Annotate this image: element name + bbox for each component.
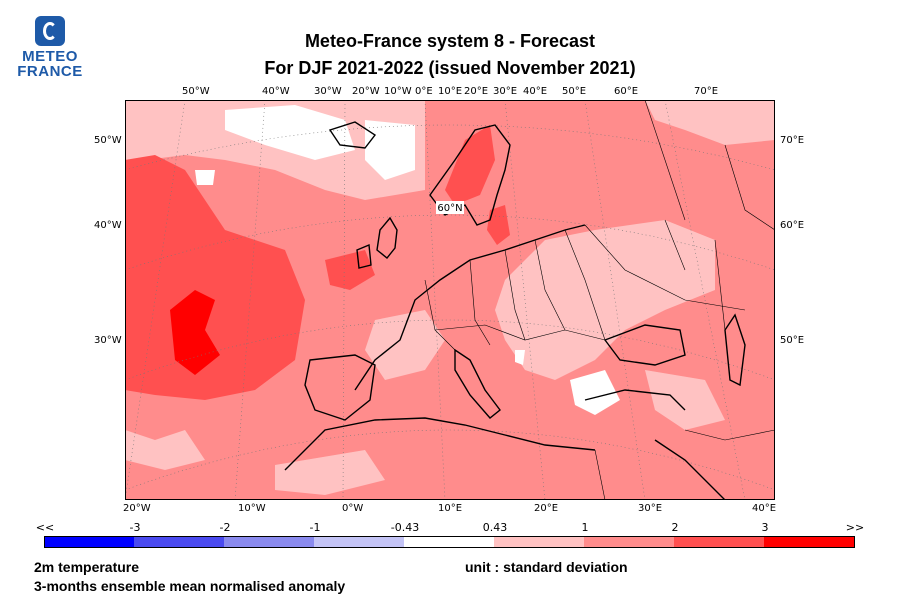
anomaly-region-043-1 — [275, 450, 385, 495]
colorbar-label: -2 — [219, 521, 231, 534]
anomaly-region-043-1 — [645, 370, 725, 430]
colorbar-label: -3 — [129, 521, 141, 534]
right-lon-label: 50°E — [780, 335, 805, 346]
anomaly-region-neutral — [570, 370, 620, 415]
top-lon-label: 10°W — [384, 86, 412, 97]
top-lon-label: 30°E — [493, 86, 518, 97]
top-lon-label: 50°W — [182, 86, 210, 97]
colorbar-frame — [44, 536, 855, 548]
anomaly-region-neutral — [365, 120, 415, 180]
bottom-lon-label: 10°E — [438, 503, 463, 514]
colorbar-segment-6 — [494, 536, 584, 548]
colorbar-segment-8 — [674, 536, 764, 548]
left-lon-label: 40°W — [94, 220, 122, 231]
colorbar-segment-9 — [764, 536, 854, 548]
top-lon-label: 50°E — [562, 86, 587, 97]
colorbar-segment-4 — [314, 536, 404, 548]
colorbar-label: << — [35, 521, 55, 534]
left-lon-label: 30°W — [94, 335, 122, 346]
top-lon-label: 30°W — [314, 86, 342, 97]
map-frame — [125, 100, 775, 500]
anomaly-region-043-1 — [645, 100, 775, 145]
bottom-lon-label: 20°E — [534, 503, 559, 514]
colorbar-label: 3 — [761, 521, 769, 534]
top-lon-label: 40°E — [523, 86, 548, 97]
anomaly-region-043-1 — [495, 220, 715, 380]
bottom-lon-label: 10°W — [238, 503, 266, 514]
graticule — [125, 100, 775, 500]
meteo-france-logo-mark — [35, 16, 65, 46]
colorbar-label: -1 — [309, 521, 321, 534]
meteo-france-logo: METEO FRANCE — [14, 16, 86, 79]
anomaly-region-043-1 — [125, 100, 425, 200]
bottom-lon-label: 30°E — [638, 503, 663, 514]
coastlines — [284, 121, 746, 500]
left-lon-label: 50°W — [94, 135, 122, 146]
colorbar-segment-7 — [584, 536, 674, 548]
anomaly-region-neutral — [225, 105, 355, 160]
colorbar-segment-1 — [44, 536, 134, 548]
colorbar-label: 1 — [581, 521, 589, 534]
anomaly-region-2-3 — [325, 250, 375, 290]
anomaly-region-2-3 — [445, 125, 495, 205]
right-lon-label: 60°E — [780, 220, 805, 231]
logo-text-2: FRANCE — [17, 63, 83, 80]
bottom-lon-label: 0°W — [342, 503, 364, 514]
top-lon-label: 70°E — [694, 86, 719, 97]
title-line-2: For DJF 2021-2022 (issued November 2021) — [264, 58, 636, 78]
top-lon-label: 60°E — [614, 86, 639, 97]
top-lon-label: 20°W — [352, 86, 380, 97]
colorbar-segment-2 — [134, 536, 224, 548]
bottom-lon-label: 40°E — [752, 503, 777, 514]
title-line-1: Meteo-France system 8 - Forecast — [304, 31, 596, 51]
top-lon-label: 20°E — [464, 86, 489, 97]
anomaly-region-2-3 — [125, 155, 305, 400]
inner-lat-label: 60°N — [437, 203, 462, 214]
right-lon-label: 70°E — [780, 135, 805, 146]
unit-label: unit : standard deviation — [465, 559, 628, 575]
top-lon-label: 40°W — [262, 86, 290, 97]
top-lon-label: 0°E — [415, 86, 433, 97]
colorbar-segment-5 — [404, 536, 494, 548]
anomaly-map: 60°N — [125, 100, 775, 500]
bottom-lon-label: 20°W — [123, 503, 151, 514]
logo-text-1: METEO — [22, 48, 78, 65]
anomaly-region-neutral — [195, 170, 215, 185]
anomaly-region-neutral — [515, 350, 525, 365]
variable-label: 2m temperature — [34, 559, 140, 575]
country-borders — [424, 100, 775, 500]
colorbar-segment-3 — [224, 536, 314, 548]
anomaly-region-above-3 — [170, 290, 220, 375]
colorbar-label: >> — [845, 521, 865, 534]
top-lon-label: 10°E — [438, 86, 463, 97]
colorbar — [44, 536, 855, 548]
anomaly-region-2-3 — [487, 205, 510, 245]
anomaly-region-043-1 — [365, 310, 445, 380]
colorbar-label: -0.43 — [390, 521, 420, 534]
inner-label-bg — [436, 201, 464, 214]
anomaly-region-043-1 — [125, 430, 205, 470]
description-label: 3-months ensemble mean normalised anomal… — [34, 578, 346, 594]
colorbar-label: 2 — [671, 521, 679, 534]
colorbar-label: 0.43 — [482, 521, 508, 534]
